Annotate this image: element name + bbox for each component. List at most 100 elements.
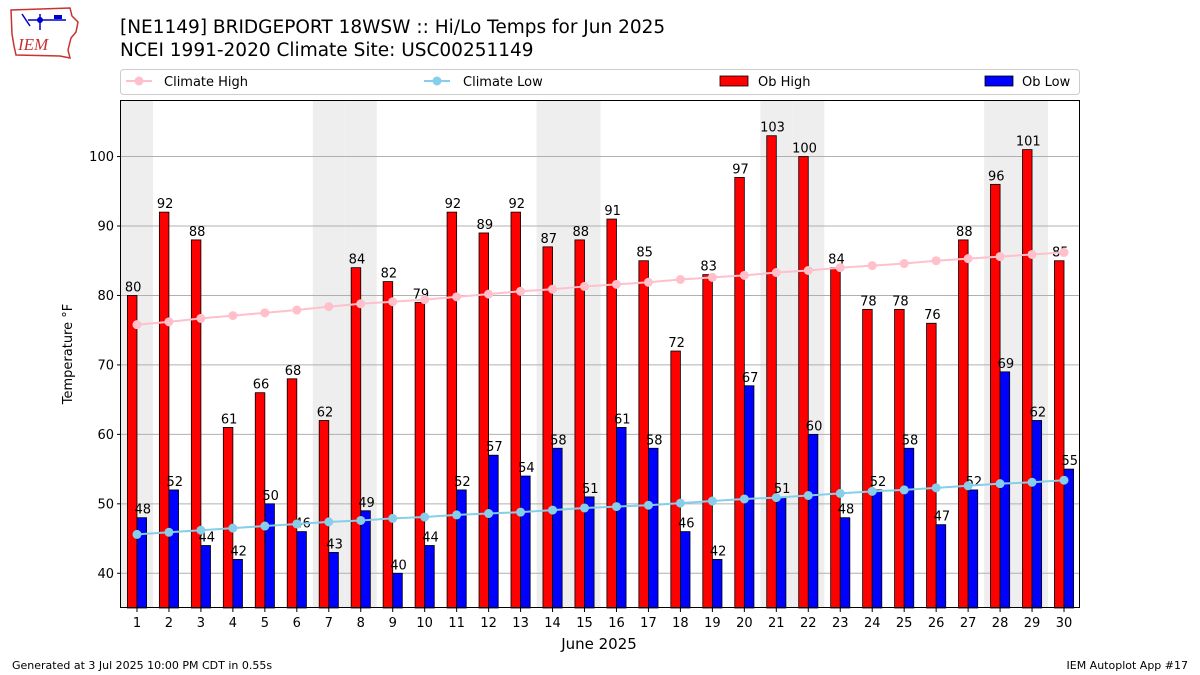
label-ob-high-12: 89	[477, 218, 494, 233]
x-tick-label-18: 18	[672, 616, 689, 631]
bar-ob-high-28	[990, 183, 1001, 609]
point-climate-low-6	[292, 519, 302, 529]
point-climate-high-14	[548, 284, 558, 294]
point-climate-low-18	[675, 498, 685, 508]
point-climate-low-20	[739, 494, 749, 504]
y-axis-label: Temperature °F	[61, 304, 76, 405]
x-tick-label-16: 16	[608, 616, 625, 631]
y-axis: 40 50 60 70 80 90 100	[89, 150, 121, 582]
x-tick-label-12: 12	[480, 616, 497, 631]
point-climate-low-2	[164, 527, 174, 537]
x-tick-label-8: 8	[357, 616, 365, 631]
point-climate-low-17	[643, 500, 653, 510]
y-tick-label-60: 60	[97, 428, 114, 443]
label-ob-low-29: 62	[1030, 405, 1047, 420]
bar-ob-low-21	[775, 496, 787, 609]
legend-item-climate-low: Climate Low	[424, 75, 543, 90]
point-climate-low-30	[1059, 475, 1069, 485]
bar-ob-high-13	[510, 211, 521, 609]
bar-ob-high-24	[862, 308, 873, 609]
label-ob-low-4: 42	[230, 544, 247, 559]
bar-ob-high-6	[286, 378, 298, 609]
iem-logo: IEM	[8, 6, 82, 60]
point-climate-low-11	[452, 510, 462, 520]
point-climate-low-25	[899, 485, 909, 495]
label-ob-low-22: 60	[806, 419, 823, 434]
bar-ob-high-21	[766, 135, 777, 609]
legend-item-climate-high: Climate High	[126, 75, 248, 90]
point-climate-high-10	[420, 295, 430, 305]
label-ob-high-17: 85	[636, 246, 653, 261]
label-ob-low-17: 58	[646, 433, 663, 448]
label-ob-low-14: 58	[550, 433, 567, 448]
point-climate-low-28	[995, 479, 1005, 489]
point-climate-low-22	[803, 490, 813, 500]
point-climate-low-23	[835, 488, 845, 498]
point-climate-low-19	[707, 496, 717, 506]
label-ob-high-28: 96	[988, 169, 1005, 184]
bar-ob-high-30	[1054, 260, 1065, 609]
point-climate-low-29	[1027, 477, 1037, 487]
bar-ob-low-7	[328, 552, 339, 609]
bar-ob-high-27	[958, 239, 969, 609]
point-climate-high-1	[132, 320, 142, 330]
bar-ob-high-4	[222, 427, 234, 609]
x-tick-label-4: 4	[229, 616, 237, 631]
label-ob-low-13: 54	[518, 461, 535, 476]
label-ob-low-10: 44	[422, 530, 439, 545]
label-ob-low-28: 69	[998, 357, 1015, 372]
label-ob-high-21: 103	[760, 121, 785, 136]
label-ob-high-8: 84	[349, 253, 366, 268]
point-climate-high-30	[1059, 247, 1069, 257]
label-ob-high-4: 61	[221, 412, 238, 427]
bar-ob-low-10	[424, 545, 435, 609]
label-ob-high-22: 100	[792, 142, 817, 157]
legend-frame	[120, 69, 1080, 95]
x-tick-label-20: 20	[736, 616, 753, 631]
bar-ob-low-8	[360, 510, 371, 609]
point-climate-high-11	[452, 292, 462, 302]
bars-layer	[126, 135, 1075, 609]
x-tick-label-1: 1	[133, 616, 141, 631]
bar-ob-low-30	[1063, 468, 1075, 609]
label-ob-low-26: 47	[934, 510, 951, 525]
bar-ob-low-27	[967, 489, 979, 609]
x-tick-label-17: 17	[640, 616, 657, 631]
bar-ob-low-25	[903, 447, 915, 609]
bar-ob-low-2	[168, 489, 179, 609]
point-climate-low-24	[867, 486, 877, 496]
generated-timestamp: Generated at 3 Jul 2025 10:00 PM CDT in …	[12, 659, 273, 672]
bar-ob-low-6	[296, 531, 307, 609]
y-tick-label-90: 90	[97, 220, 114, 235]
legend-swatch-ob-low	[984, 75, 1014, 87]
label-ob-low-24: 52	[870, 475, 887, 490]
x-axis: 1 2 3 4 5 6 7 8 9 10 11 12 13 14 15 16 17 18 19 20 21 22 23 24 2…	[133, 608, 1072, 631]
label-ob-low-8: 49	[358, 496, 375, 511]
bar-ob-high-26	[926, 322, 937, 609]
bar-ob-low-23	[839, 517, 851, 609]
point-climate-low-1	[132, 529, 142, 539]
point-climate-low-10	[420, 512, 430, 522]
legend-item-ob-high: Ob High	[719, 75, 811, 90]
label-ob-high-29: 101	[1016, 135, 1041, 150]
label-ob-high-11: 92	[445, 197, 462, 212]
label-ob-low-1: 48	[135, 503, 152, 518]
bar-ob-high-18	[670, 350, 681, 609]
label-ob-high-19: 83	[700, 260, 717, 275]
bar-ob-low-13	[520, 475, 531, 609]
point-climate-high-5	[260, 308, 270, 318]
x-tick-label-23: 23	[832, 616, 849, 631]
x-tick-label-25: 25	[896, 616, 913, 631]
x-tick-label-27: 27	[960, 616, 977, 631]
point-climate-low-12	[484, 509, 494, 519]
x-tick-label-14: 14	[544, 616, 561, 631]
point-climate-high-26	[931, 256, 941, 266]
point-climate-high-6	[292, 305, 302, 315]
x-tick-label-2: 2	[165, 616, 173, 631]
label-ob-low-18: 46	[678, 517, 695, 532]
plot-frame	[120, 100, 1080, 608]
legend-label-ob-low: Ob Low	[1022, 75, 1071, 90]
label-ob-low-16: 61	[614, 412, 631, 427]
bar-ob-high-25	[894, 308, 905, 609]
